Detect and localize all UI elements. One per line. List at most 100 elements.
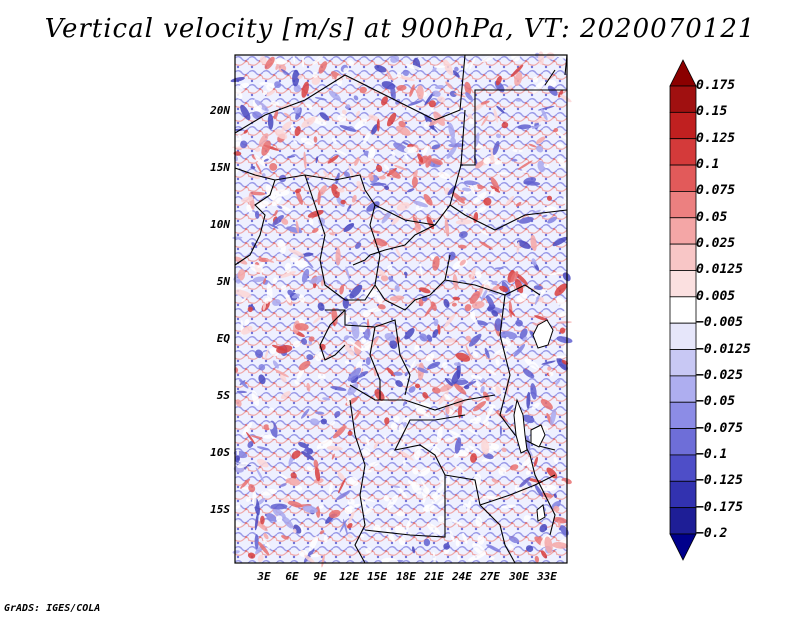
field-cell [519, 476, 531, 488]
field-cell [479, 241, 493, 250]
field-cell [430, 106, 435, 112]
field-cell [306, 382, 311, 392]
field-cell [309, 275, 325, 284]
field-cell [395, 380, 403, 388]
field-cell [491, 478, 499, 484]
field-cell [303, 151, 307, 169]
colorbar-level-label: −0.025 [696, 367, 743, 383]
field-cell [254, 99, 269, 112]
field-cell [517, 124, 532, 130]
field-cell [268, 407, 275, 412]
field-cell [327, 155, 339, 164]
field-cell [463, 180, 478, 186]
field-cell [396, 72, 402, 78]
field-cell [234, 503, 241, 509]
colorbar-level-label: 0.15 [696, 104, 728, 120]
colorbar-level-label: −0.05 [696, 394, 736, 410]
field-cell [501, 447, 507, 453]
field-cell [480, 100, 490, 105]
field-cell [301, 338, 308, 345]
field-cell [234, 455, 241, 463]
field-cell [371, 123, 379, 135]
field-cell [507, 543, 514, 551]
field-cell [315, 156, 319, 164]
field-cell [354, 118, 368, 130]
colorbar-swatch [669, 349, 697, 377]
field-cell [329, 420, 336, 426]
field-cell [250, 165, 256, 169]
field-cell [522, 336, 528, 341]
field-cell [349, 340, 363, 351]
field-cell [248, 484, 256, 493]
field-cell [423, 193, 433, 206]
field-cell [263, 533, 269, 540]
field-cell [522, 368, 535, 379]
field-cell [250, 435, 263, 439]
field-cell [332, 321, 336, 327]
field-cell [510, 64, 524, 77]
field-cell [489, 556, 495, 560]
field-cell [288, 248, 305, 257]
field-cell [335, 247, 341, 266]
field-cell [312, 316, 322, 324]
field-cell [451, 369, 461, 385]
field-cell [419, 287, 431, 294]
field-cell [257, 498, 266, 505]
field-cell [391, 216, 400, 226]
field-cell [554, 283, 567, 296]
field-cell [292, 69, 300, 87]
field-cell [389, 295, 405, 302]
field-cell [438, 390, 449, 405]
field-cell [233, 287, 247, 290]
field-cell [251, 242, 258, 249]
field-cell [443, 543, 450, 550]
field-cell [274, 369, 289, 378]
field-cell [283, 497, 290, 503]
field-cell [268, 422, 274, 430]
field-cell [416, 409, 430, 417]
field-cell [252, 490, 257, 507]
field-cell [477, 534, 485, 545]
field-cell [437, 96, 446, 103]
field-cell [397, 75, 415, 82]
field-cell [314, 96, 327, 101]
field-cell [312, 52, 325, 65]
field-cell [347, 534, 353, 539]
field-cell [281, 121, 293, 132]
field-cell [547, 85, 558, 96]
field-cell [267, 223, 279, 229]
field-cell [368, 461, 380, 467]
colorbar-swatch [669, 401, 697, 429]
field-cell [403, 150, 409, 161]
field-cell [416, 367, 429, 374]
field-cell [396, 511, 405, 517]
field-cell [459, 259, 466, 266]
field-cell [389, 340, 398, 349]
field-cell [475, 320, 488, 326]
field-cell [388, 169, 401, 179]
field-cell [467, 428, 479, 436]
field-cell [530, 383, 537, 400]
field-cell [233, 88, 243, 100]
field-cell [294, 126, 301, 137]
field-cell [281, 535, 289, 540]
field-cell [274, 81, 282, 89]
field-cell [398, 120, 406, 128]
field-cell [235, 399, 242, 407]
field-cell [262, 302, 267, 311]
field-cell [407, 359, 416, 375]
field-cell [347, 430, 353, 436]
field-cell [275, 64, 279, 71]
field-cell [308, 336, 315, 342]
field-cell [431, 492, 444, 504]
field-cell [422, 494, 426, 504]
field-cell [287, 289, 295, 297]
colorbar-level-label: 0.05 [696, 209, 728, 225]
field-cell [444, 218, 450, 237]
field-cell [271, 58, 288, 65]
field-cell [455, 539, 460, 547]
colorbar-swatch [669, 428, 697, 456]
field-cell [493, 108, 499, 123]
field-cell [491, 310, 499, 317]
field-cell [495, 359, 500, 366]
